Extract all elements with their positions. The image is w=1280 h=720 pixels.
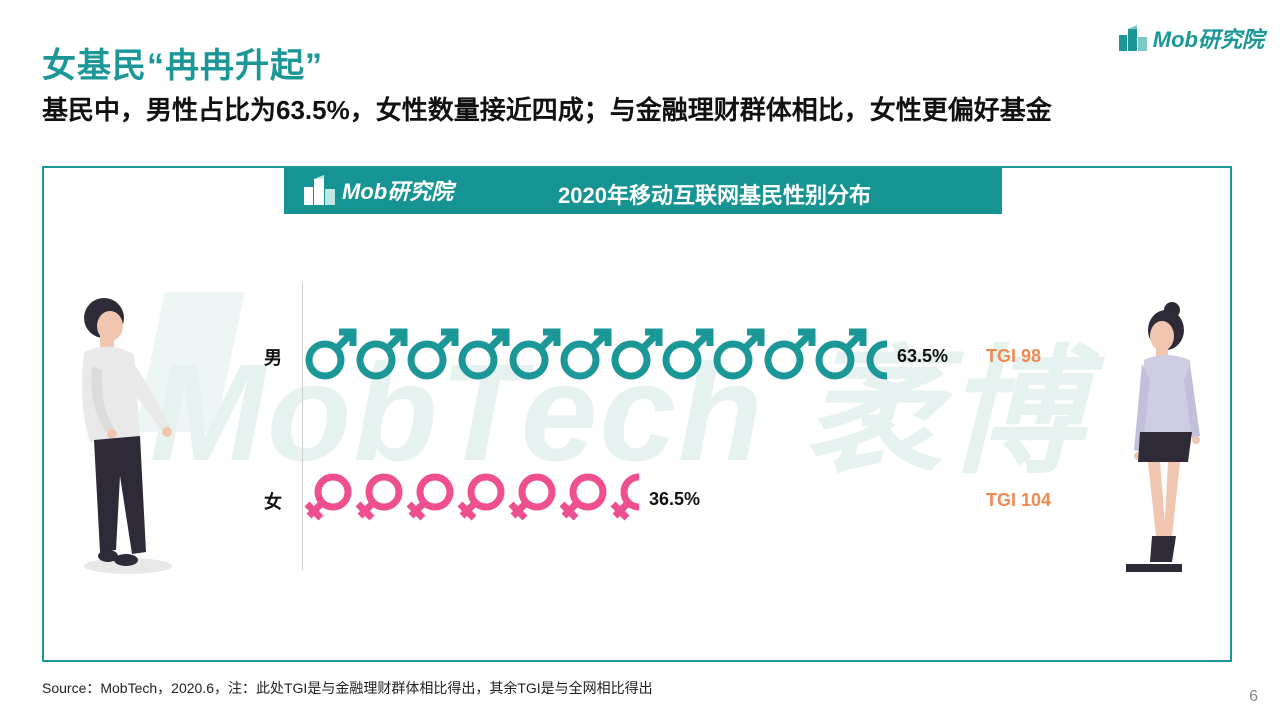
chart-frame (42, 166, 1232, 662)
female-symbol-icon (457, 473, 505, 521)
page-title: 女基民“冉冉升起” (42, 47, 323, 85)
male-symbol-icon (815, 328, 867, 380)
male-icon-bar (305, 328, 887, 380)
male-symbol-icon (713, 328, 765, 380)
building-logo-icon (304, 175, 335, 205)
female-symbol-icon (610, 473, 639, 521)
source-note: Source：MobTech，2020.6，注：此处TGI是与金融理财群体相比得… (42, 680, 653, 696)
female-symbol-icon (406, 473, 454, 521)
tgi-label-female: TGI 104 (986, 490, 1052, 510)
tgi-label-male: TGI 98 (986, 346, 1042, 366)
value-label-female: 36.5% (649, 489, 701, 509)
category-label-male: 男 (264, 348, 282, 368)
male-symbol-icon (356, 328, 408, 380)
banner-logo-text: Mob研究院 (342, 179, 454, 204)
female-icon-bar (304, 473, 639, 521)
category-label-female: 女 (264, 492, 282, 512)
chart-banner: Mob研究院 2020年移动互联网基民性别分布 (284, 168, 1002, 214)
male-symbol-icon (407, 328, 459, 380)
building-logo-icon (1118, 25, 1147, 51)
page-number: 6 (1249, 688, 1258, 705)
male-symbol-icon (458, 328, 510, 380)
page-subtitle: 基民中，男性占比为63.5%，女性数量接近四成；与金融理财群体相比，女性更偏好基… (42, 95, 1052, 125)
value-label-male: 63.5% (897, 346, 949, 366)
male-symbol-icon (509, 328, 561, 380)
male-symbol-icon (305, 328, 357, 380)
male-symbol-icon (662, 328, 714, 380)
male-person-illustration (82, 298, 172, 574)
male-symbol-icon (866, 340, 887, 380)
female-symbol-icon (508, 473, 556, 521)
chart-title: 2020年移动互联网基民性别分布 (558, 183, 871, 208)
female-symbol-icon (304, 473, 352, 521)
female-symbol-icon (559, 473, 607, 521)
brand-logo: Mob研究院 (1118, 22, 1264, 54)
chart-axis-line (302, 282, 303, 570)
male-symbol-icon (764, 328, 816, 380)
banner-logo: Mob研究院 (304, 174, 453, 206)
female-symbol-icon (355, 473, 403, 521)
male-symbol-icon (611, 328, 663, 380)
brand-logo-text: Mob研究院 (1152, 27, 1264, 52)
female-person-illustration (1126, 302, 1200, 572)
male-symbol-icon (560, 328, 612, 380)
